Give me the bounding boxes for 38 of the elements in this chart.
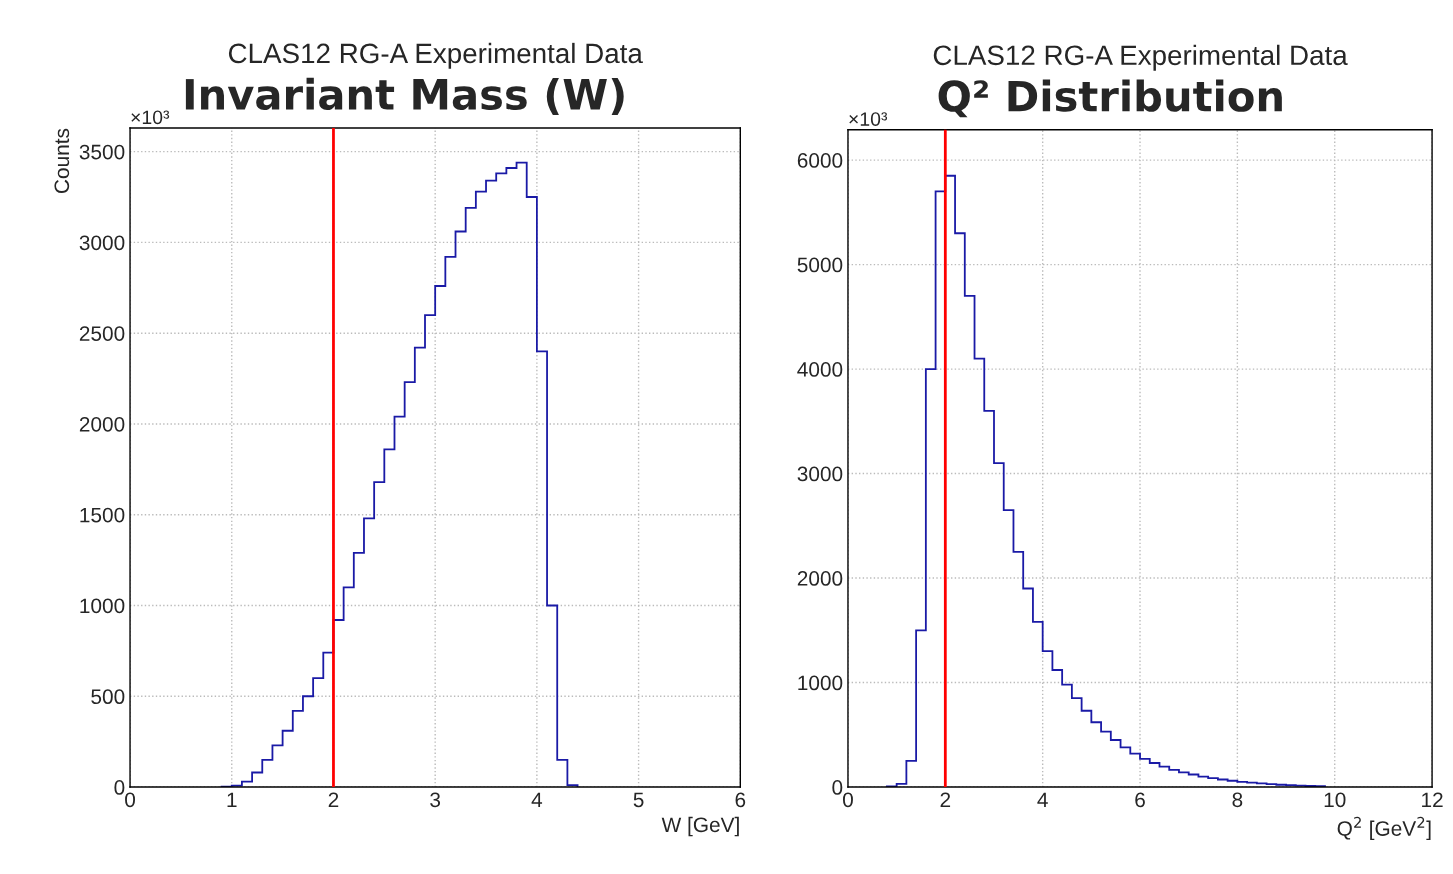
chart-title: Q² Distribution: [938, 79, 1282, 118]
x-tick-label: 3: [430, 792, 441, 808]
x-tick-label: 0: [842, 792, 853, 808]
x-tick-label: 1: [227, 792, 237, 807]
y-tick-label: 3000: [79, 235, 125, 251]
y-tick-label: 0: [832, 780, 843, 795]
y-tick-label: 500: [91, 689, 125, 705]
y-tick-label: 2000: [79, 416, 125, 432]
y-tick-label: 2500: [79, 326, 125, 341]
x-tick-label: 4: [1037, 792, 1048, 807]
y-tick-label: 5000: [797, 257, 843, 273]
y-tick-label: 4000: [797, 362, 843, 377]
x-tick-label: 10: [1324, 792, 1346, 808]
text: ×10³: [131, 110, 170, 125]
x-axis-title: Q$^{2}$ [GeV$^{2}$]: [1337, 816, 1431, 840]
chart-subtitle: CLAS12 RG-A Experimental Data: [933, 44, 1348, 71]
x-tick-label: 4: [531, 792, 543, 807]
y-tick-label: 3000: [797, 466, 843, 482]
x-tick-label: 8: [1232, 792, 1243, 808]
x-tick-label: 0: [125, 792, 136, 808]
chart-subtitle: CLAS12 RG-A Experimental Data: [228, 42, 643, 69]
y-axis-title: Counts: [54, 128, 70, 193]
chart-title: Invariant Mass (W): [185, 77, 624, 115]
x-tick-label: 6: [1135, 792, 1145, 808]
y-tick-label: 3500: [79, 144, 125, 160]
x-tick-label: 5: [633, 792, 644, 808]
x-axis-title: W [GeV]: [661, 816, 739, 837]
y-tick-label: 0: [114, 780, 125, 795]
y-tick-label: 1000: [798, 675, 843, 691]
y-tick-label: 2000: [797, 571, 843, 586]
x-tick-label: 2: [940, 792, 951, 807]
y-tick-label: 1500: [80, 507, 125, 523]
text: ×10³: [849, 112, 888, 126]
y-tick-label: 6000: [797, 153, 843, 168]
x-tick-label: 6: [735, 792, 746, 808]
x-tick-label: 2: [328, 792, 339, 807]
x-tick-label: 12: [1422, 792, 1443, 807]
y-tick-label: 1000: [80, 598, 125, 614]
